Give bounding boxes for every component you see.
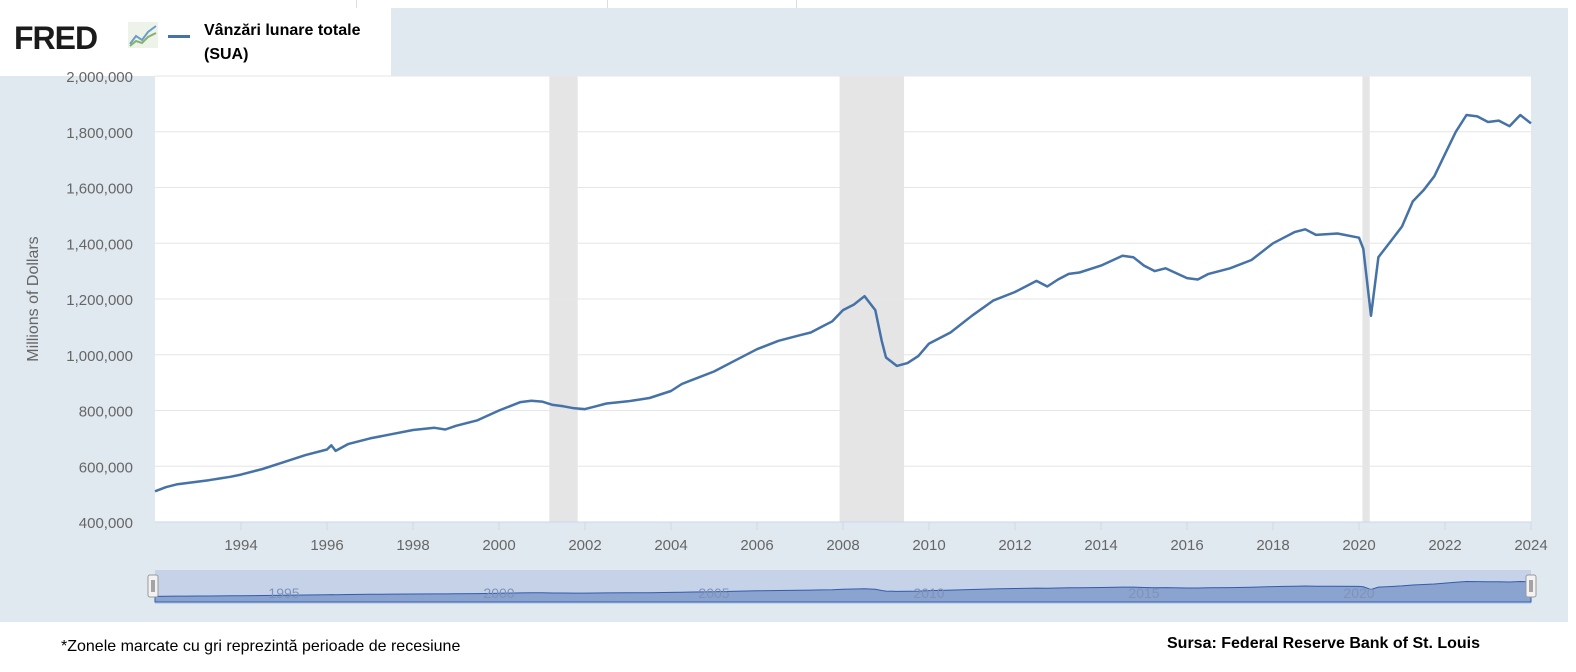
x-axis-ticks: 1994 1996 1998 2000 2002 2004 2006 2008 2010 2012… [224,522,1548,554]
x-tick-label: 1998 [396,537,429,554]
legend-box [0,8,391,76]
top-strip [0,0,1576,8]
x-tick-label: 2004 [654,537,687,554]
y-axis-label: Millions of Dollars [25,236,42,361]
tab-divider [796,0,797,8]
y-tick-label: 1,200,000 [66,292,133,309]
x-tick-label: 2016 [1170,537,1203,554]
x-tick-label: 1996 [310,537,343,554]
navigator-tick-label: 2015 [1128,585,1159,601]
x-tick-label: 2020 [1342,537,1375,554]
y-tick-label: 600,000 [79,459,133,476]
source-credit: Sursa: Federal Reserve Bank of St. Louis [1167,635,1480,652]
x-tick-label: 2006 [740,537,773,554]
x-tick-label: 2008 [826,537,859,554]
y-tick-label: 1,600,000 [66,181,133,198]
navigator-series-area [154,580,1532,603]
navigator-tick-label: 2020 [1343,585,1374,601]
y-tick-label: 1,000,000 [66,348,133,365]
navigator-tick-label: 2005 [698,585,729,601]
x-tick-label: 2000 [482,537,515,554]
gridlines [155,75,1531,467]
navigator-right-handle[interactable] [1525,574,1537,598]
x-tick-label: 2012 [998,537,1031,554]
x-tick-label: 2024 [1514,537,1547,554]
x-tick-label: 2010 [912,537,945,554]
recession-footnote: *Zonele marcate cu gri reprezintă perioa… [61,638,461,655]
navigator[interactable]: 1995 2000 2005 2010 2015 2020 [147,570,1537,604]
navigator-tick-label: 2010 [913,585,944,601]
fred-graph-icon [128,22,158,48]
navigator-tick-label: 2000 [483,585,514,601]
x-tick-label: 2002 [568,537,601,554]
y-tick-label: 400,000 [79,515,133,532]
legend-series-label[interactable]: Vânzări lunare totale (SUA) [204,22,361,63]
x-tick-label: 1994 [224,537,257,554]
legend-series-swatch[interactable] [168,35,190,38]
x-tick-label: 2022 [1428,537,1461,554]
y-tick-label: 1,800,000 [66,125,133,142]
x-tick-label: 2014 [1084,537,1117,554]
y-axis-ticks: 400,000 600,000 800,000 1,000,000 1,200,000 1… [66,69,133,532]
navigator-left-handle[interactable] [147,574,159,598]
x-tick-label: 2018 [1256,537,1289,554]
y-tick-label: 2,000,000 [66,69,133,86]
series-line[interactable] [154,113,1532,493]
navigator-tick-label: 1995 [268,585,299,601]
tab-divider [356,0,357,8]
y-tick-label: 800,000 [79,404,133,421]
fred-logo[interactable]: FRED [14,20,98,56]
y-tick-label: 1,400,000 [66,236,133,253]
tab-divider [607,0,608,8]
navigator-ticks: 1995 2000 2005 2010 2015 2020 [268,585,1374,601]
